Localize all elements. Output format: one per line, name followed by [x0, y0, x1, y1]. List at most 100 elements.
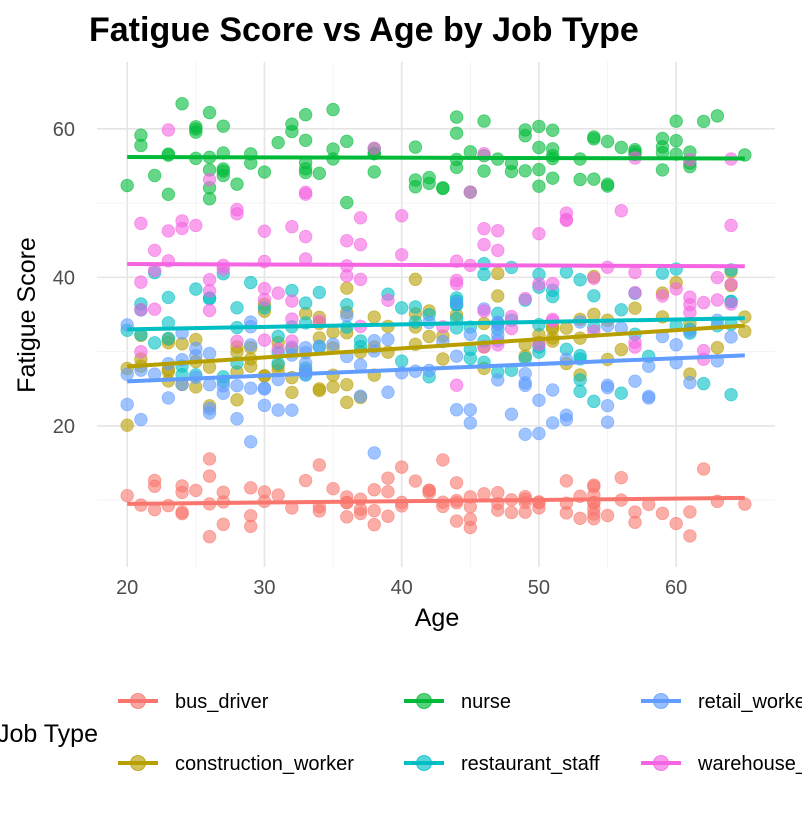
data-point: [449, 110, 464, 124]
data-point: [518, 366, 532, 381]
data-point: [614, 386, 628, 400]
data-point: [710, 340, 725, 355]
data-point: [271, 488, 285, 502]
data-point: [244, 381, 258, 395]
data-point: [340, 377, 354, 392]
data-point: [545, 416, 560, 430]
data-point: [600, 378, 615, 392]
data-point: [724, 387, 738, 402]
data-point: [202, 406, 217, 420]
data-point: [394, 301, 409, 315]
data-point: [189, 282, 203, 296]
data-point: [285, 312, 299, 326]
data-point: [683, 305, 697, 320]
data-point: [202, 172, 217, 187]
data-point: [298, 473, 313, 488]
data-point: [628, 285, 642, 300]
data-point: [367, 446, 381, 460]
data-point: [545, 123, 560, 137]
data-point: [161, 187, 176, 202]
data-point: [285, 220, 299, 234]
data-point: [298, 229, 313, 244]
data-point: [710, 270, 725, 285]
data-point: [381, 471, 395, 485]
data-point: [340, 269, 354, 283]
data-point: [367, 165, 381, 179]
data-point: [587, 172, 601, 186]
legend-key-point: [653, 693, 669, 709]
data-point: [477, 221, 491, 236]
data-point: [449, 514, 464, 528]
y-tick-label: 60: [53, 119, 75, 141]
data-point: [683, 529, 697, 543]
data-point: [738, 324, 752, 339]
data-point: [642, 389, 656, 404]
trend-line-warehouse_worker: [127, 262, 745, 269]
data-point: [202, 529, 217, 544]
data-point: [175, 221, 189, 236]
data-point: [285, 385, 299, 400]
data-point: [285, 117, 299, 131]
data-point: [312, 285, 327, 300]
data-point: [134, 303, 148, 317]
data-point: [669, 516, 683, 531]
data-point: [326, 481, 340, 496]
data-point: [724, 218, 738, 233]
legend-label: construction_worker: [175, 753, 354, 775]
x-tick-label: 20: [116, 577, 138, 599]
data-point: [134, 345, 148, 359]
data-point: [614, 140, 628, 155]
data-point: [175, 505, 189, 519]
data-point: [683, 375, 697, 390]
legend-label: retail_worker: [698, 691, 802, 713]
data-point: [257, 281, 272, 296]
data-point: [257, 398, 272, 413]
data-point: [477, 267, 491, 282]
data-point: [230, 334, 244, 349]
data-point: [573, 511, 587, 525]
data-point: [436, 453, 450, 467]
data-point: [257, 333, 272, 347]
data-point: [189, 483, 203, 498]
data-point: [312, 339, 327, 353]
data-point: [134, 128, 148, 142]
data-point: [463, 416, 478, 430]
data-point: [710, 109, 725, 123]
data-point: [408, 140, 423, 154]
data-point: [491, 503, 505, 517]
data-point: [436, 352, 450, 366]
data-point: [518, 505, 532, 519]
data-point: [600, 134, 615, 149]
data-point: [271, 403, 285, 417]
data-point: [628, 301, 642, 315]
data-point: [655, 140, 670, 154]
data-point: [532, 140, 546, 155]
data-point: [491, 243, 505, 258]
data-point: [367, 517, 381, 532]
data-point: [614, 342, 628, 357]
data-point: [532, 393, 546, 407]
data-point: [285, 334, 299, 348]
legend-label: warehouse_worker: [697, 753, 802, 775]
y-axis-title: Fatigue Score: [13, 237, 41, 393]
data-point: [408, 315, 423, 329]
chart-title: Fatigue Score vs Age by Job Type: [89, 11, 639, 49]
data-point: [271, 286, 285, 300]
data-point: [669, 282, 683, 296]
data-point: [353, 211, 368, 225]
data-point: [326, 380, 340, 394]
legend-item-bus_driver: bus_driver: [118, 691, 269, 713]
data-point: [655, 506, 670, 521]
data-point: [642, 359, 656, 374]
data-point: [532, 226, 546, 241]
data-point: [161, 123, 176, 137]
data-point: [340, 309, 354, 323]
data-point: [202, 346, 217, 361]
data-point: [559, 412, 574, 427]
data-point: [532, 426, 546, 441]
data-point: [202, 284, 217, 298]
data-point: [312, 382, 327, 396]
data-point: [696, 114, 711, 129]
data-point: [340, 234, 354, 248]
